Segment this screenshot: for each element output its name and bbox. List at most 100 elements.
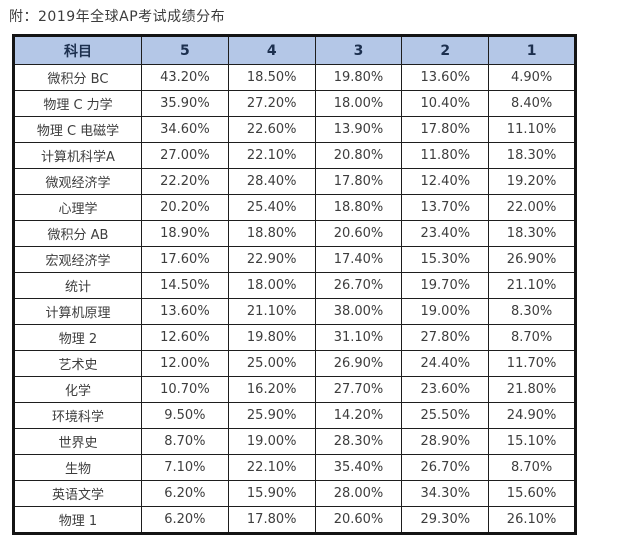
table-row: 物理 1 6.20% 17.80% 20.60% 29.30% 26.10% xyxy=(13,506,576,534)
subject-cell: 世界史 xyxy=(13,428,142,455)
subject-cell: 艺术史 xyxy=(13,350,142,377)
table-row: 艺术史 12.00% 25.00% 26.90% 24.40% 11.70% xyxy=(13,350,576,377)
score-cell: 8.70% xyxy=(141,428,229,455)
score-cell: 31.10% xyxy=(314,324,403,351)
score-cell: 10.70% xyxy=(141,376,229,403)
table-row: 物理 2 12.60% 19.80% 31.10% 27.80% 8.70% xyxy=(13,324,576,351)
score-cell: 20.80% xyxy=(314,142,403,169)
score-cell: 20.60% xyxy=(314,506,403,534)
score-cell: 28.00% xyxy=(314,480,403,507)
table-row: 心理学 20.20% 25.40% 18.80% 13.70% 22.00% xyxy=(13,194,576,221)
score-cell: 15.30% xyxy=(401,246,490,273)
score-cell: 27.80% xyxy=(401,324,490,351)
score-cell: 25.50% xyxy=(401,402,490,429)
score-cell: 35.40% xyxy=(314,454,403,481)
table-row: 生物 7.10% 22.10% 35.40% 26.70% 8.70% xyxy=(13,454,576,481)
subject-cell: 微积分 BC xyxy=(13,64,142,91)
score-cell: 22.00% xyxy=(488,194,576,221)
score-cell: 25.90% xyxy=(227,402,316,429)
table-row: 微观经济学 22.20% 28.40% 17.80% 12.40% 19.20% xyxy=(13,168,576,195)
score-cell: 19.00% xyxy=(227,428,316,455)
column-header-score-2: 2 xyxy=(401,35,490,65)
score-cell: 26.70% xyxy=(314,272,403,299)
score-cell: 18.00% xyxy=(314,90,403,117)
score-cell: 13.60% xyxy=(141,298,229,325)
score-cell: 13.90% xyxy=(314,116,403,143)
score-cell: 23.60% xyxy=(401,376,490,403)
score-cell: 15.90% xyxy=(227,480,316,507)
score-cell: 15.60% xyxy=(488,480,576,507)
column-header-score-1: 1 xyxy=(488,35,576,65)
subject-cell: 心理学 xyxy=(13,194,142,221)
score-cell: 18.00% xyxy=(227,272,316,299)
score-cell: 27.20% xyxy=(227,90,316,117)
score-cell: 13.60% xyxy=(401,64,490,91)
score-cell: 28.30% xyxy=(314,428,403,455)
table-row: 英语文学 6.20% 15.90% 28.00% 34.30% 15.60% xyxy=(13,480,576,507)
table-row: 微积分 AB 18.90% 18.80% 20.60% 23.40% 18.30% xyxy=(13,220,576,247)
score-cell: 38.00% xyxy=(314,298,403,325)
table-row: 宏观经济学 17.60% 22.90% 17.40% 15.30% 26.90% xyxy=(13,246,576,273)
subject-cell: 物理 2 xyxy=(13,324,142,351)
table-row: 环境科学 9.50% 25.90% 14.20% 25.50% 24.90% xyxy=(13,402,576,429)
score-cell: 19.70% xyxy=(401,272,490,299)
table-row: 计算机原理 13.60% 21.10% 38.00% 19.00% 8.30% xyxy=(13,298,576,325)
table-row: 统计 14.50% 18.00% 26.70% 19.70% 21.10% xyxy=(13,272,576,299)
subject-cell: 宏观经济学 xyxy=(13,246,142,273)
score-cell: 4.90% xyxy=(488,64,576,91)
score-cell: 18.80% xyxy=(227,220,316,247)
subject-cell: 环境科学 xyxy=(13,402,142,429)
table-row: 微积分 BC 43.20% 18.50% 19.80% 13.60% 4.90% xyxy=(13,64,576,91)
table-row: 物理 C 电磁学 34.60% 22.60% 13.90% 17.80% 11.10% xyxy=(13,116,576,143)
score-cell: 35.90% xyxy=(141,90,229,117)
subject-cell: 英语文学 xyxy=(13,480,142,507)
score-cell: 20.60% xyxy=(314,220,403,247)
score-cell: 17.80% xyxy=(401,116,490,143)
score-cell: 25.40% xyxy=(227,194,316,221)
column-header-score-4: 4 xyxy=(227,35,316,65)
page-title: 附：2019年全球AP考试成绩分布 xyxy=(9,9,226,25)
score-cell: 22.10% xyxy=(227,142,316,169)
score-cell: 25.00% xyxy=(227,350,316,377)
score-cell: 19.20% xyxy=(488,168,576,195)
score-cell: 18.30% xyxy=(488,220,576,247)
column-header-subject: 科目 xyxy=(13,35,142,65)
subject-cell: 化学 xyxy=(13,376,142,403)
score-cell: 34.60% xyxy=(141,116,229,143)
score-cell: 27.70% xyxy=(314,376,403,403)
score-cell: 27.00% xyxy=(141,142,229,169)
score-cell: 6.20% xyxy=(141,506,229,534)
subject-cell: 物理 C 力学 xyxy=(13,90,142,117)
table-row: 化学 10.70% 16.20% 27.70% 23.60% 21.80% xyxy=(13,376,576,403)
score-cell: 14.50% xyxy=(141,272,229,299)
score-cell: 19.80% xyxy=(227,324,316,351)
score-cell: 17.40% xyxy=(314,246,403,273)
score-cell: 26.90% xyxy=(314,350,403,377)
score-cell: 9.50% xyxy=(141,402,229,429)
subject-cell: 微积分 AB xyxy=(13,220,142,247)
table-header: 科目 5 4 3 2 1 xyxy=(13,35,576,65)
score-cell: 18.30% xyxy=(488,142,576,169)
score-cell: 13.70% xyxy=(401,194,490,221)
subject-cell: 生物 xyxy=(13,454,142,481)
score-cell: 8.70% xyxy=(488,454,576,481)
score-cell: 8.40% xyxy=(488,90,576,117)
score-cell: 26.70% xyxy=(401,454,490,481)
score-cell: 22.10% xyxy=(227,454,316,481)
score-cell: 22.60% xyxy=(227,116,316,143)
score-cell: 19.80% xyxy=(314,64,403,91)
subject-cell: 物理 C 电磁学 xyxy=(13,116,142,143)
ap-score-distribution-table: 科目 5 4 3 2 1 微积分 BC 43.20% 18.50% 19.80% 13.60% 4.… xyxy=(12,34,577,535)
score-cell: 22.90% xyxy=(227,246,316,273)
score-cell: 8.70% xyxy=(488,324,576,351)
score-cell: 24.40% xyxy=(401,350,490,377)
score-cell: 12.60% xyxy=(141,324,229,351)
score-cell: 15.10% xyxy=(488,428,576,455)
score-cell: 19.00% xyxy=(401,298,490,325)
column-header-score-3: 3 xyxy=(314,35,403,65)
subject-cell: 微观经济学 xyxy=(13,168,142,195)
score-cell: 18.80% xyxy=(314,194,403,221)
score-cell: 28.40% xyxy=(227,168,316,195)
subject-cell: 计算机原理 xyxy=(13,298,142,325)
